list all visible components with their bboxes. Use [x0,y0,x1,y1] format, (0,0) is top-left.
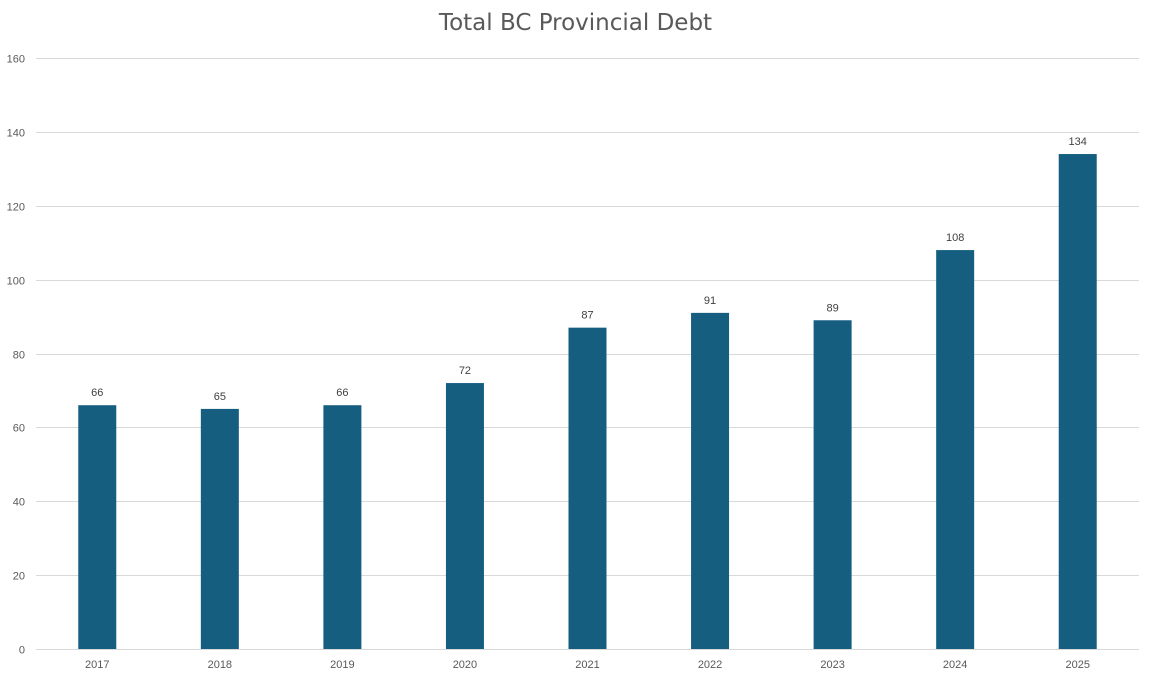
y-tick-label: 60 [13,423,25,435]
y-tick-label: 0 [19,645,25,657]
bar [813,320,852,649]
data-label: 134 [1069,136,1087,148]
y-tick-label: 100 [7,276,25,288]
bar [445,383,484,649]
x-tick-label: 2019 [330,659,354,671]
x-tick-label: 2020 [453,659,477,671]
x-tick-label: 2024 [943,659,967,671]
y-tick-label: 140 [7,128,25,140]
y-axis-ticks: 0 20 40 60 80 100 120 140 160 [7,54,25,657]
bar [78,405,117,649]
bar [691,312,730,649]
data-label: 65 [214,391,226,403]
x-tick-label: 2018 [208,659,232,671]
y-tick-label: 160 [7,54,25,66]
x-axis-ticks: 2017 2018 2019 2020 2021 2022 2023 2024 2025 [85,659,1090,671]
data-label: 72 [459,365,471,377]
data-label: 66 [336,387,348,399]
data-labels: 66 65 66 72 87 91 89 108 134 [91,136,1087,403]
bar [200,408,239,649]
bar [936,250,975,649]
x-tick-label: 2022 [698,659,722,671]
chart-title: Total BC Provincial Debt [438,10,713,36]
x-tick-label: 2025 [1065,659,1089,671]
bar [1058,154,1097,649]
data-label: 87 [581,310,593,322]
data-label: 108 [946,232,964,244]
data-label: 91 [704,295,716,307]
bar [568,327,607,649]
data-label: 66 [91,387,103,399]
x-tick-label: 2017 [85,659,109,671]
bars [78,154,1097,649]
y-tick-label: 20 [13,571,25,583]
y-tick-label: 120 [7,202,25,214]
x-tick-label: 2021 [575,659,599,671]
data-label: 89 [826,302,838,314]
x-tick-label: 2023 [820,659,844,671]
bar [323,405,362,649]
y-tick-label: 80 [13,350,25,362]
y-tick-label: 40 [13,497,25,509]
